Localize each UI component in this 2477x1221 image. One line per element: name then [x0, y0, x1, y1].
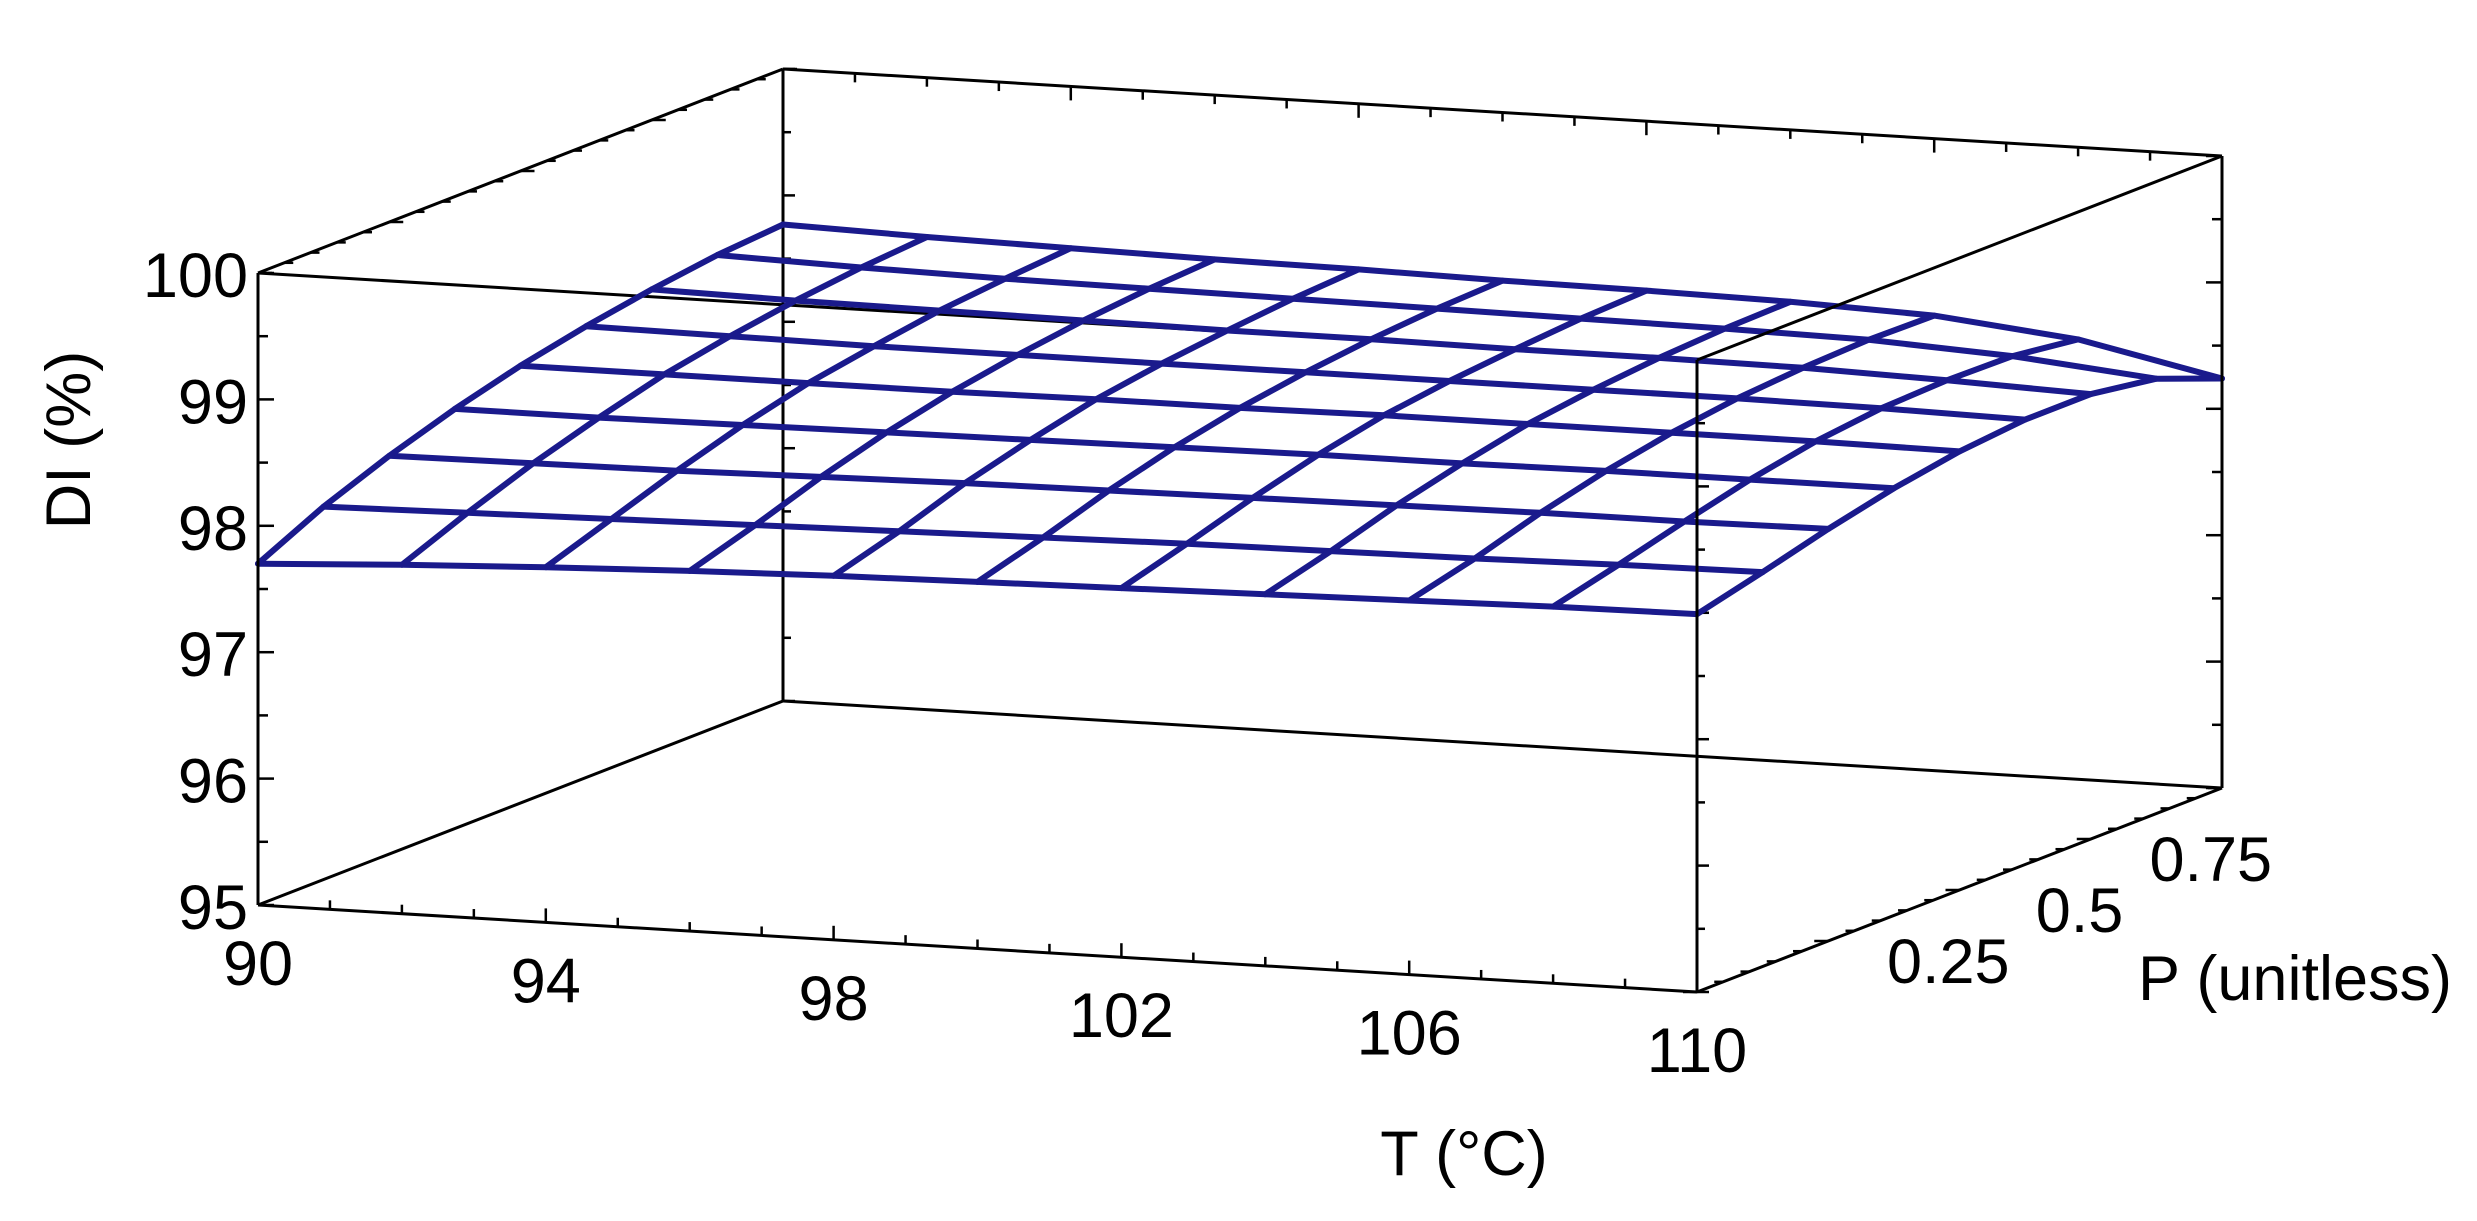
- x-axis-label: T (°C): [1380, 1119, 1548, 1189]
- surface-line-p: [255, 560, 1700, 618]
- surface-line-t: [1550, 336, 2082, 610]
- chart-frame-back: [257, 67, 2223, 907]
- frame-edge-front-floor: [257, 903, 1698, 994]
- frame-edge-back-floor: [782, 699, 2223, 790]
- y-axis-label: P (unitless): [2138, 944, 2452, 1014]
- x-tick-label: 102: [1069, 981, 1174, 1051]
- z-axis-label: DI (%): [34, 351, 104, 529]
- surface-line-t: [830, 266, 1362, 579]
- frame-edge-right-top: [1696, 154, 2223, 362]
- x-tick-label: 110: [1647, 1016, 1747, 1086]
- z-tick-label: 99: [178, 367, 248, 437]
- z-tick-label: 97: [178, 620, 248, 690]
- surface-line-t: [1262, 298, 1794, 598]
- y-tick-label: 0.25: [1887, 927, 2010, 997]
- y-tick-label: 0.75: [2149, 825, 2272, 895]
- response-surface: [255, 221, 2225, 618]
- z-tick-label: 100: [143, 241, 248, 311]
- chart-frame-front: [256, 154, 2224, 994]
- frame-edge-right-floor: [1696, 786, 2223, 994]
- x-tick-label: 98: [799, 964, 869, 1034]
- x-tick-label: 106: [1357, 999, 1462, 1069]
- surface-line-t: [974, 277, 1506, 585]
- surface-line-t: [1406, 312, 1938, 604]
- surface-line-t: [686, 256, 1218, 574]
- surface-line-t: [1694, 375, 2225, 618]
- surface-line-t: [542, 245, 1074, 571]
- surface-line-t: [1118, 287, 1650, 592]
- tick-marks: [256, 67, 2224, 994]
- surface-line-t: [255, 221, 786, 567]
- surface-line-t: [398, 234, 930, 568]
- z-tick-label: 98: [178, 494, 248, 564]
- x-tick-label: 90: [223, 929, 293, 999]
- frame-edge-left-floor: [257, 699, 784, 907]
- x-tick-label: 94: [511, 946, 581, 1016]
- y-tick-label: 0.5: [2036, 876, 2124, 946]
- tick-labels: 90 94 98 102 106 110 0.25 0.5 0.75 95 96 97 98 99 100: [143, 241, 2272, 1086]
- z-tick-label: 95: [178, 873, 248, 943]
- z-tick-label: 96: [178, 747, 248, 817]
